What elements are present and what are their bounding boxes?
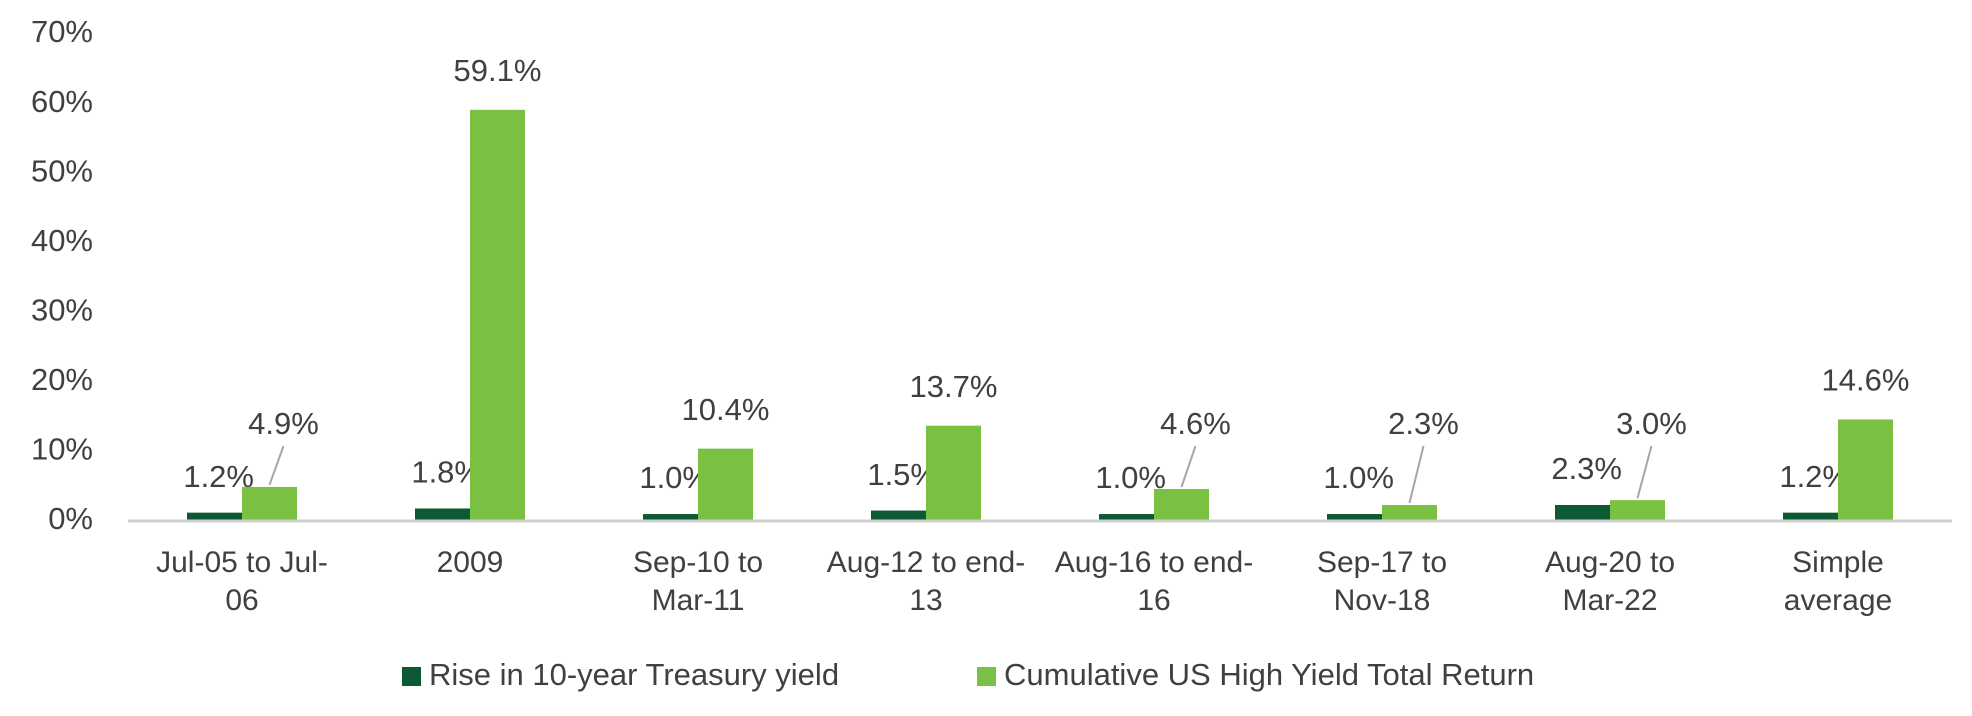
y-tick-label: 50%	[31, 153, 93, 188]
bar	[698, 448, 753, 521]
x-tick-label: Jul-05 to Jul-06	[156, 546, 328, 617]
x-tick-label: Sep-17 to Nov-18	[1316, 546, 1448, 617]
legend-swatch	[977, 667, 996, 686]
legend-swatch	[402, 667, 421, 686]
legend-label: Rise in 10-year Treasury yield	[429, 657, 839, 692]
data-label: 1.0%	[1323, 460, 1394, 495]
bar	[1382, 504, 1437, 521]
y-tick-label: 10%	[31, 432, 93, 467]
bar	[1327, 514, 1382, 521]
x-tick-label: Simple average	[1783, 546, 1893, 617]
y-tick-label: 30%	[31, 292, 93, 327]
y-tick-label: 60%	[31, 84, 93, 119]
x-tick-label: Sep-10 to Mar-11	[632, 546, 764, 617]
bar	[1610, 500, 1665, 521]
y-tick-label: 40%	[31, 223, 93, 258]
y-tick-label: 20%	[31, 362, 93, 397]
data-label: 10.4%	[682, 392, 770, 427]
leader-line	[1180, 445, 1197, 488]
leader-line	[268, 445, 285, 486]
x-tick-label: 2009	[436, 546, 504, 579]
x-tick-label: Aug-12 to end-13	[826, 546, 1026, 617]
data-label: 4.9%	[248, 406, 319, 441]
bar	[1099, 514, 1154, 521]
x-tick-label: Aug-20 to Mar-22	[1544, 546, 1676, 617]
bar	[187, 512, 242, 521]
bar	[643, 514, 698, 521]
bar	[470, 109, 525, 521]
y-tick-label: 70%	[31, 14, 93, 49]
bar	[1838, 419, 1893, 521]
leader-line	[1636, 445, 1653, 499]
bar	[1783, 512, 1838, 521]
x-tick-label: Aug-16 to end-16	[1054, 546, 1254, 617]
data-label: 3.0%	[1616, 406, 1687, 441]
data-label: 4.6%	[1160, 406, 1231, 441]
data-label: 14.6%	[1822, 363, 1910, 398]
data-label: 2.3%	[1388, 406, 1459, 441]
data-label: 13.7%	[910, 369, 998, 404]
data-label: 2.3%	[1551, 451, 1622, 486]
bar	[871, 510, 926, 521]
leader-line	[1408, 445, 1425, 504]
data-label: 59.1%	[454, 53, 542, 88]
legend-label: Cumulative US High Yield Total Return	[1004, 657, 1534, 692]
bar	[415, 508, 470, 521]
bar	[242, 486, 297, 521]
y-tick-label: 0%	[48, 501, 93, 536]
bar	[1154, 488, 1209, 521]
bar	[1555, 504, 1610, 521]
bar	[926, 425, 981, 521]
